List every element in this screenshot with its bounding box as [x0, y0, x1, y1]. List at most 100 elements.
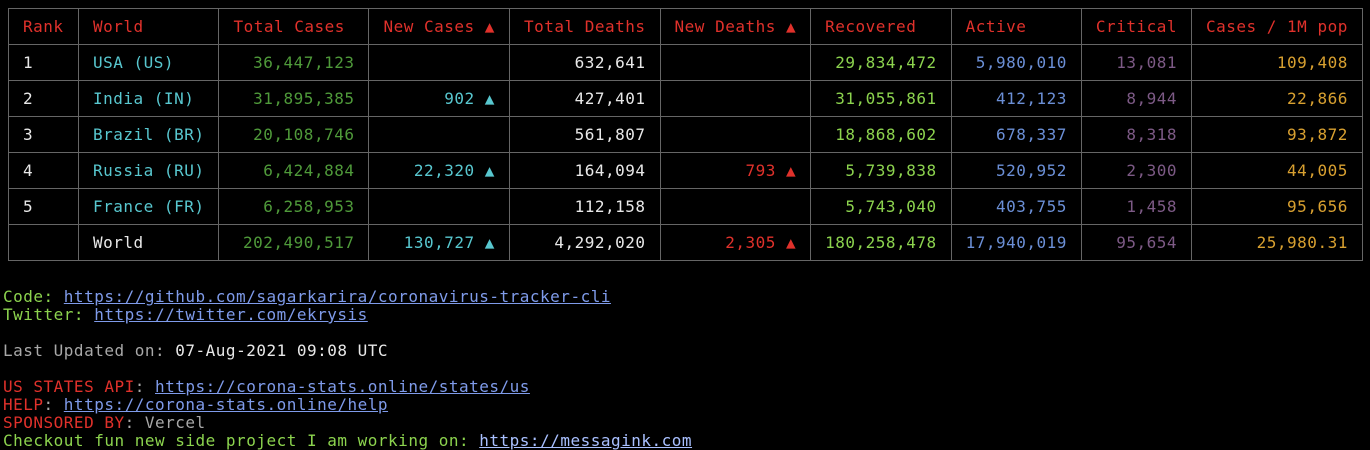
sponsored-line: SPONSORED BY: Vercel	[3, 413, 206, 432]
cell-total-deaths: 561,807	[508, 116, 661, 153]
cell-critical: 13,081	[1080, 44, 1192, 81]
cell-active: 17,940,019	[950, 224, 1082, 261]
cell-critical: 8,318	[1080, 116, 1192, 153]
cell-new-cases	[368, 116, 510, 153]
cell-cases-per-1m: 95,656	[1190, 188, 1363, 225]
cell-cases-per-1m: 93,872	[1190, 116, 1363, 153]
states-api-separator: :	[134, 377, 155, 396]
cell-active: 412,123	[950, 80, 1082, 117]
sponsored-label: SPONSORED BY	[3, 413, 125, 432]
cell-country: France (FR)	[77, 188, 220, 225]
cell-new-cases	[368, 44, 510, 81]
cell-total-deaths: 427,401	[508, 80, 661, 117]
cell-active: 520,952	[950, 152, 1082, 189]
cell-cases-per-1m: 44,005	[1190, 152, 1363, 189]
cell-cases-per-1m: 22,866	[1190, 80, 1363, 117]
covid-stats-table: Rank World Total Cases New Cases ▲ Total…	[8, 8, 1363, 261]
table-row: 1 USA (US) 36,447,123 632,641 29,834,472…	[8, 44, 1363, 81]
help-label: HELP	[3, 395, 44, 414]
cell-new-cases	[368, 188, 510, 225]
cell-total-deaths: 4,292,020	[508, 224, 661, 261]
cell-recovered: 180,258,478	[810, 224, 952, 261]
cell-new-deaths	[659, 80, 812, 117]
cell-rank: 4	[8, 152, 79, 189]
cell-recovered: 31,055,861	[810, 80, 952, 117]
cell-total-cases: 6,424,884	[218, 152, 370, 189]
cell-total-cases: 36,447,123	[218, 44, 370, 81]
twitter-link[interactable]: https://twitter.com/ekrysis	[94, 305, 368, 324]
code-line: Code: https://github.com/sagarkarira/cor…	[3, 287, 611, 306]
help-link[interactable]: https://corona-stats.online/help	[63, 395, 389, 414]
cell-rank: 5	[8, 188, 79, 225]
cell-critical: 95,654	[1080, 224, 1192, 261]
checkout-label: Checkout fun new side project I am worki…	[3, 431, 480, 450]
twitter-line: Twitter: https://twitter.com/ekrysis	[3, 305, 368, 324]
table-header-row: Rank World Total Cases New Cases ▲ Total…	[8, 8, 1363, 45]
cell-critical: 8,944	[1080, 80, 1192, 117]
cell-new-deaths	[659, 116, 812, 153]
cell-total-cases: 31,895,385	[218, 80, 370, 117]
cell-new-deaths: 2,305 ▲	[659, 224, 812, 261]
cell-active: 678,337	[950, 116, 1082, 153]
header-world: World	[77, 8, 220, 45]
cell-recovered: 29,834,472	[810, 44, 952, 81]
code-label: Code:	[3, 287, 64, 306]
header-critical: Critical	[1080, 8, 1192, 45]
cell-total-deaths: 112,158	[508, 188, 661, 225]
cell-new-deaths: 793 ▲	[659, 152, 812, 189]
last-updated-line: Last Updated on: 07-Aug-2021 09:08 UTC	[3, 341, 388, 360]
table-row: 2 India (IN) 31,895,385 902 ▲ 427,401 31…	[8, 80, 1363, 117]
cell-critical: 2,300	[1080, 152, 1192, 189]
cell-total-cases: 202,490,517	[218, 224, 370, 261]
header-rank: Rank	[8, 8, 79, 45]
last-updated-value: 07-Aug-2021 09:08 UTC	[175, 341, 389, 360]
header-recovered: Recovered	[810, 8, 952, 45]
cell-rank	[8, 224, 79, 261]
header-cases-per-1m: Cases / 1M pop	[1190, 8, 1363, 45]
last-updated-label: Last Updated on:	[3, 341, 176, 360]
header-new-cases: New Cases ▲	[368, 8, 510, 45]
cell-country: India (IN)	[77, 80, 220, 117]
header-new-deaths: New Deaths ▲	[659, 8, 812, 45]
cell-new-cases: 130,727 ▲	[368, 224, 510, 261]
states-api-label: US STATES API	[3, 377, 135, 396]
cell-country: World	[77, 224, 220, 261]
states-api-link[interactable]: https://corona-stats.online/states/us	[155, 377, 530, 396]
cell-country: USA (US)	[77, 44, 220, 81]
table-row: 3 Brazil (BR) 20,108,746 561,807 18,868,…	[8, 116, 1363, 153]
cell-critical: 1,458	[1080, 188, 1192, 225]
cell-new-deaths	[659, 44, 812, 81]
cell-country: Russia (RU)	[77, 152, 220, 189]
cell-active: 403,755	[950, 188, 1082, 225]
twitter-label: Twitter:	[3, 305, 95, 324]
cell-new-cases: 902 ▲	[368, 80, 510, 117]
cell-active: 5,980,010	[950, 44, 1082, 81]
world-total-row: World 202,490,517 130,727 ▲ 4,292,020 2,…	[8, 224, 1363, 261]
cell-country: Brazil (BR)	[77, 116, 220, 153]
cell-total-deaths: 632,641	[508, 44, 661, 81]
cell-rank: 3	[8, 116, 79, 153]
cell-rank: 2	[8, 80, 79, 117]
cell-total-cases: 6,258,953	[218, 188, 370, 225]
cell-new-cases: 22,320 ▲	[368, 152, 510, 189]
checkout-line: Checkout fun new side project I am worki…	[3, 431, 692, 450]
header-total-deaths: Total Deaths	[508, 8, 661, 45]
header-total-cases: Total Cases	[218, 8, 370, 45]
table-row: 4 Russia (RU) 6,424,884 22,320 ▲ 164,094…	[8, 152, 1363, 189]
checkout-link[interactable]: https://messagink.com	[479, 431, 693, 450]
states-api-line: US STATES API: https://corona-stats.onli…	[3, 377, 530, 396]
table-row: 5 France (FR) 6,258,953 112,158 5,743,04…	[8, 188, 1363, 225]
cell-recovered: 5,743,040	[810, 188, 952, 225]
cell-cases-per-1m: 109,408	[1190, 44, 1363, 81]
header-active: Active	[950, 8, 1082, 45]
sponsored-value: Vercel	[144, 413, 206, 432]
cell-recovered: 18,868,602	[810, 116, 952, 153]
help-separator: :	[43, 395, 64, 414]
help-line: HELP: https://corona-stats.online/help	[3, 395, 388, 414]
cell-recovered: 5,739,838	[810, 152, 952, 189]
code-link[interactable]: https://github.com/sagarkarira/coronavir…	[63, 287, 611, 306]
cell-total-deaths: 164,094	[508, 152, 661, 189]
cell-total-cases: 20,108,746	[218, 116, 370, 153]
cell-rank: 1	[8, 44, 79, 81]
